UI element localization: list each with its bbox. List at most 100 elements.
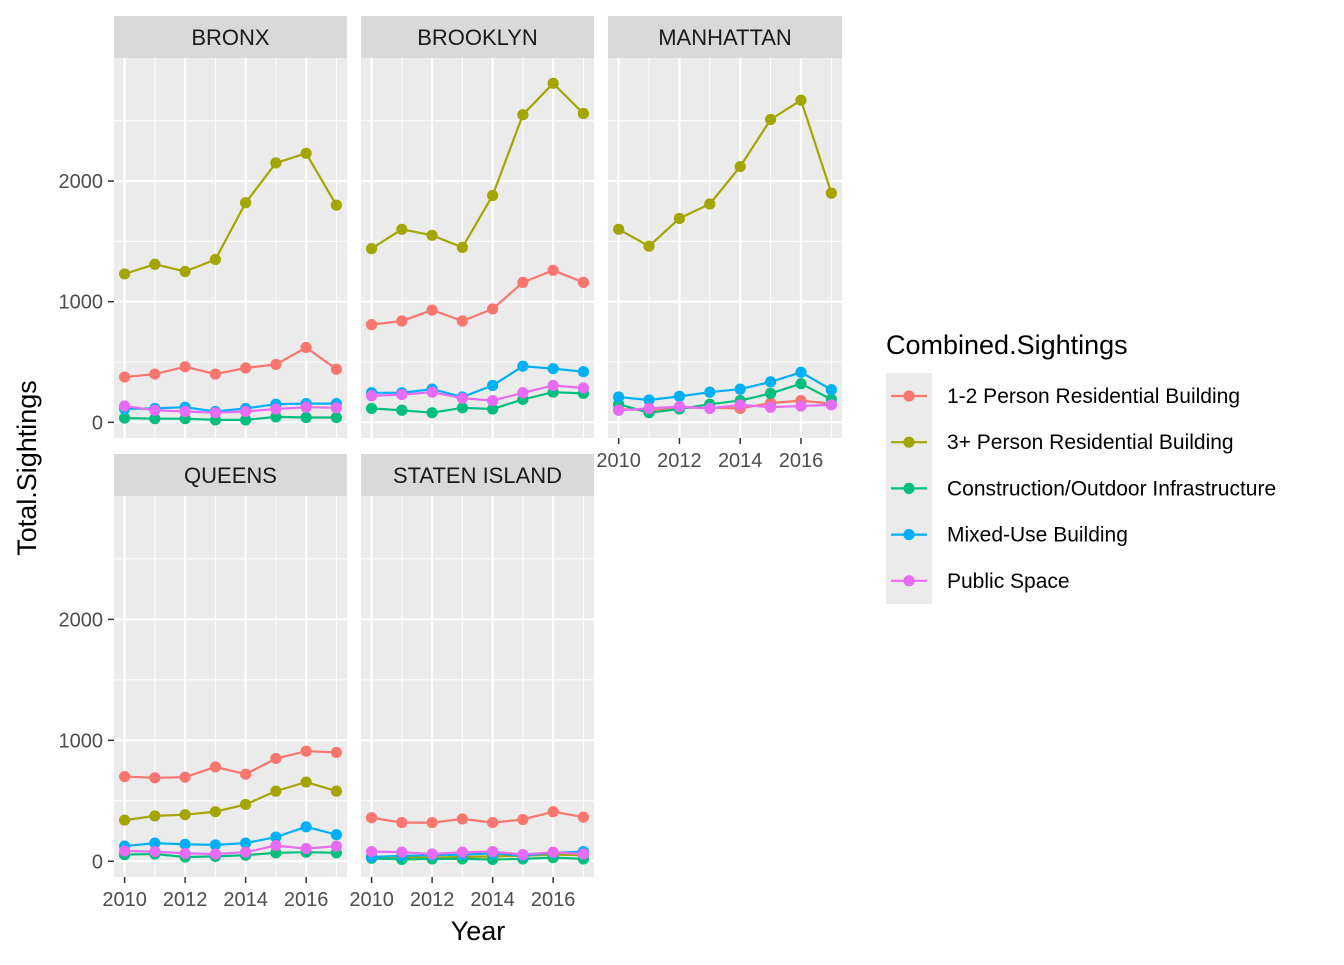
data-point (426, 407, 438, 419)
data-point (209, 761, 221, 773)
data-point (240, 414, 252, 426)
data-point (456, 813, 468, 825)
data-point (396, 816, 408, 829)
data-point (577, 848, 590, 860)
data-point (240, 405, 252, 418)
panel-background (114, 58, 347, 438)
facet-panel-bronx: BRONX (114, 16, 347, 438)
data-point (330, 840, 343, 852)
data-point (270, 785, 282, 797)
facet-panel-manhattan: MANHATTAN (608, 16, 842, 438)
data-point (270, 403, 282, 415)
facet-strip-label: STATEN ISLAND (393, 463, 562, 488)
data-point (330, 402, 343, 414)
legend-entry-label: Mixed-Use Building (947, 524, 1128, 547)
x-tick-label: 2012 (657, 450, 702, 472)
data-point (764, 113, 777, 126)
data-point (426, 848, 438, 860)
data-point (547, 379, 559, 392)
x-tick-label: 2014 (470, 889, 515, 911)
data-point (149, 846, 161, 858)
data-point (673, 212, 686, 225)
data-point (396, 388, 408, 401)
data-point (517, 276, 529, 288)
data-point (270, 831, 282, 843)
data-point (149, 772, 161, 784)
data-point (456, 241, 468, 253)
data-point (240, 362, 252, 374)
series-line (618, 98, 833, 248)
data-point (396, 846, 408, 858)
data-point (300, 147, 312, 159)
data-point (149, 413, 161, 425)
y-tick-label: 1000 (59, 730, 104, 752)
data-point (613, 391, 625, 403)
legend-entry-label: Public Space (947, 570, 1070, 593)
data-point (300, 401, 312, 413)
data-point (704, 198, 716, 210)
data-point (330, 199, 343, 211)
x-tick-label: 2010 (102, 889, 147, 911)
data-point (643, 240, 655, 252)
panel-background (361, 58, 594, 438)
facet-panel-brooklyn: BROOKLYN (361, 16, 594, 438)
data-point (118, 412, 131, 424)
data-point (179, 809, 191, 821)
data-point (643, 402, 655, 415)
data-point (240, 768, 252, 780)
data-point (426, 816, 438, 829)
data-point (179, 265, 191, 278)
data-point (179, 361, 191, 373)
facet-panel-staten-island: STATEN ISLAND (361, 454, 594, 877)
data-point (704, 402, 716, 415)
data-point (330, 785, 343, 797)
facet-strip-label: BROOKLYN (417, 25, 538, 50)
data-point (240, 846, 252, 858)
data-point (365, 812, 378, 824)
data-point (795, 378, 807, 390)
data-point (118, 268, 131, 280)
legend-key-point (903, 482, 915, 494)
y-axis-title: Total.Sightings (12, 380, 42, 556)
data-point (365, 243, 378, 255)
data-point (825, 384, 837, 396)
y-tick-label: 2000 (59, 171, 104, 193)
data-point (487, 403, 499, 415)
facet-strip (361, 454, 594, 496)
data-point (118, 371, 131, 383)
data-point (179, 847, 191, 860)
data-point (577, 811, 590, 823)
data-point (330, 411, 343, 424)
data-point (456, 402, 468, 414)
data-point (795, 94, 807, 106)
x-axis-title: Year (451, 916, 506, 946)
panel-background (114, 496, 347, 877)
data-point (734, 399, 746, 411)
y-tick-label: 2000 (59, 609, 104, 631)
legend-entry: Mixed-Use Building (891, 524, 1128, 547)
data-point (673, 390, 686, 402)
facet-strip-label: MANHATTAN (658, 25, 792, 50)
data-point (300, 745, 312, 757)
data-point (643, 394, 655, 406)
y-tick-label: 1000 (59, 292, 104, 314)
data-point (577, 276, 590, 288)
data-point (396, 223, 408, 235)
y-tick-label: 0 (92, 412, 103, 434)
data-point (149, 258, 161, 270)
legend-entry: 3+ Person Residential Building (891, 431, 1234, 454)
legend-entry: Public Space (891, 570, 1070, 593)
data-point (209, 253, 221, 266)
data-point (487, 816, 499, 829)
data-point (456, 392, 468, 404)
data-point (704, 386, 716, 398)
data-point (547, 806, 559, 818)
data-point (179, 405, 191, 418)
data-point (795, 366, 807, 378)
data-point (365, 402, 378, 415)
x-tick-label: 2016 (779, 450, 824, 472)
data-point (487, 379, 499, 392)
data-point (209, 839, 221, 851)
data-point (456, 846, 468, 858)
